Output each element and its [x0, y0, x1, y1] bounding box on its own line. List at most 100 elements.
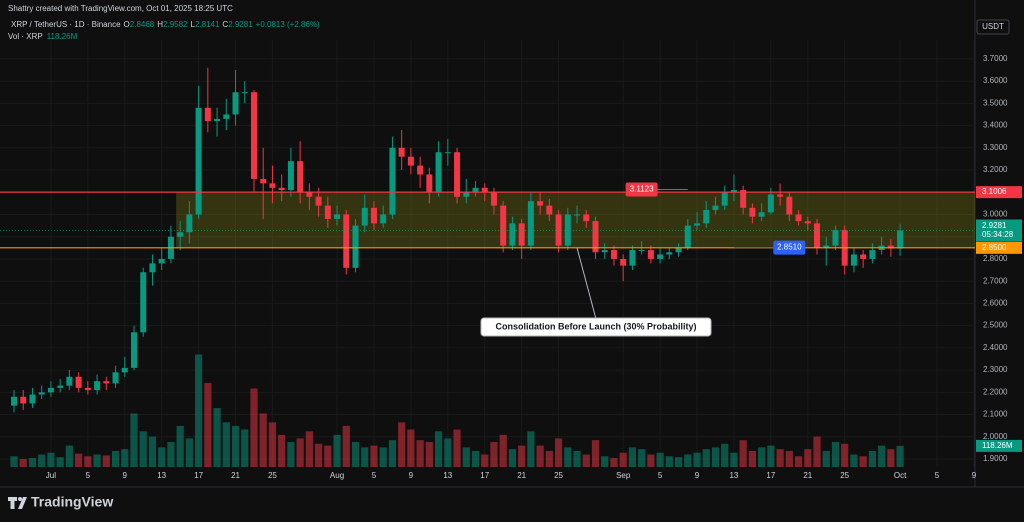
marker-box [625, 182, 658, 197]
candle-body [730, 190, 737, 193]
y-tick-label: 3.5000 [983, 98, 1008, 107]
candle-body [297, 161, 304, 193]
x-tick-label: 25 [268, 471, 277, 480]
symbol: XRP / TetherUS · 1D · Binance [11, 20, 121, 29]
y-tick-label: 3.6000 [983, 76, 1008, 85]
candle-body [657, 254, 664, 259]
volume-bar [296, 438, 304, 467]
volume-bar [758, 447, 766, 467]
zone [176, 192, 975, 248]
candle-body [435, 152, 442, 193]
callout-pointer [576, 247, 597, 320]
candle-body [38, 392, 45, 395]
y-tick-label: 3.3000 [983, 143, 1008, 152]
candle-body [278, 187, 285, 191]
volume-bar [148, 436, 157, 467]
x-tick-label: 9 [695, 471, 700, 480]
x-tick-label: 13 [729, 471, 738, 480]
candle-body [860, 254, 867, 259]
volume-bar [305, 431, 313, 467]
logo: TradingView [8, 494, 113, 510]
candle-body [287, 161, 294, 191]
volume-bar [84, 456, 92, 467]
volume-bar [813, 436, 821, 467]
candle-body [94, 381, 101, 391]
volume-bar [250, 388, 258, 467]
logo-mark [8, 497, 27, 509]
marker-label: 3.1123 [630, 185, 654, 194]
change: +0.0813 (+2.86%) [256, 20, 320, 29]
candle-body [343, 214, 350, 268]
volume-bar [278, 434, 286, 467]
volume-bar [167, 442, 175, 467]
volume-bar [767, 445, 775, 467]
volume-bar [259, 413, 267, 467]
callout-box [480, 317, 712, 337]
volume-bar [102, 455, 110, 467]
volume-bar [388, 440, 397, 467]
candle-body [869, 250, 876, 259]
marker-label: 2.8510 [777, 243, 802, 252]
volume-bar [56, 457, 64, 467]
candle-body [638, 250, 645, 252]
volume-bar [518, 445, 526, 467]
candle-body [370, 207, 377, 224]
volume-bar [47, 452, 55, 467]
candle-body [140, 272, 147, 333]
level-label-box [976, 186, 1022, 199]
volume-bar [776, 449, 784, 467]
candle-body [897, 230, 904, 249]
volume-bar [721, 443, 729, 467]
volume-bar [794, 456, 803, 467]
volume-bar [536, 445, 544, 467]
candle-body [214, 118, 221, 122]
volume-bar [111, 450, 120, 467]
volume-bar [896, 445, 904, 467]
volume-bar [241, 429, 249, 467]
last-price-label-box [976, 219, 1022, 242]
ohlc-key: L [190, 20, 195, 29]
candle-body [592, 221, 599, 253]
last-price-label: 2.9281 [982, 221, 1007, 230]
volume-bar [711, 447, 720, 467]
volume-bar [213, 408, 221, 467]
volume-bar [730, 452, 738, 467]
y-tick-label: 3.2000 [983, 165, 1008, 174]
volume-bar [121, 449, 129, 467]
candle-body [195, 107, 202, 215]
callout-text: Consolidation Before Launch (30% Probabi… [495, 321, 696, 331]
candle-body [250, 92, 257, 179]
volume-bar [499, 434, 507, 467]
candle-body [260, 178, 267, 184]
x-tick-label: 5 [86, 471, 91, 480]
y-tick-label: 2.6000 [983, 299, 1008, 308]
volume-bar [628, 447, 637, 467]
candle-body [204, 107, 211, 122]
last-price-label: 05:34:28 [982, 230, 1014, 239]
candle-body [121, 367, 128, 373]
volume-bar [19, 458, 27, 467]
candle-body [334, 214, 341, 219]
y-tick-label: 2.8000 [983, 254, 1008, 263]
volume-bar [702, 449, 710, 467]
candle-body [47, 387, 54, 393]
candle-body [832, 230, 839, 246]
candle-body [721, 192, 728, 206]
volume-bar [859, 456, 867, 467]
volume-bar [610, 458, 618, 467]
candle-body [66, 376, 73, 386]
x-tick-label: 17 [194, 471, 203, 480]
volume-bar [222, 422, 230, 467]
volume-bar [268, 422, 277, 467]
candle-body [666, 252, 673, 255]
y-tick-label: 3.7000 [983, 54, 1008, 63]
x-tick-label: 9 [972, 471, 977, 480]
volume-bar [674, 457, 683, 467]
volume-bar [822, 450, 830, 467]
volume-bar [638, 449, 646, 467]
volume-bar [139, 431, 147, 467]
currency: USDT [982, 22, 1004, 31]
candle-body [407, 156, 414, 166]
candle-body [454, 152, 461, 197]
volume-bar [65, 445, 73, 467]
